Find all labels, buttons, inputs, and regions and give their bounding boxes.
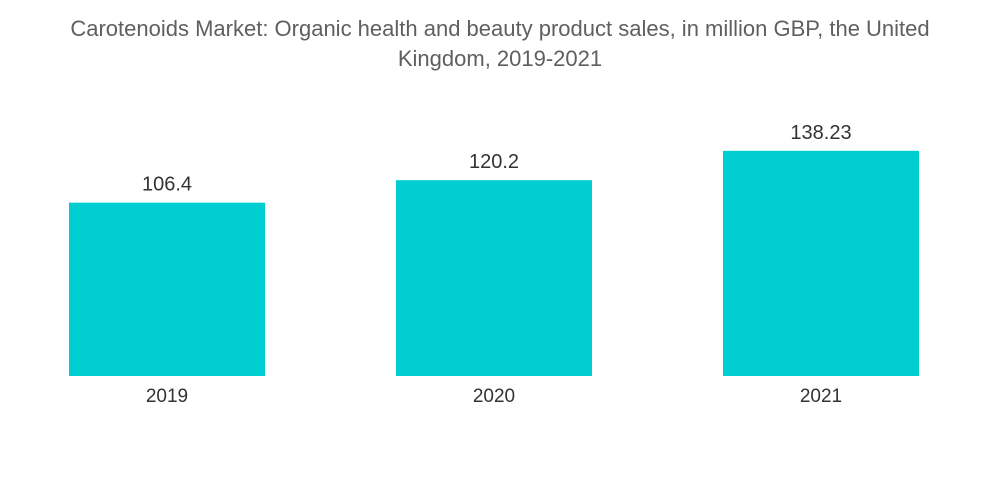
chart-title-line-2: Kingdom, 2019-2021 <box>397 46 603 71</box>
bar-2021 <box>723 150 919 376</box>
bars-layer <box>69 150 919 376</box>
data-label-2021: 138.23 <box>790 122 851 144</box>
data-label-2020: 120.2 <box>469 151 519 173</box>
bar-2019 <box>69 202 265 376</box>
x-tick-label-2020: 2020 <box>473 386 515 407</box>
x-tick-label-2021: 2021 <box>800 386 842 407</box>
chart-title: Carotenoids Market: Organic health and b… <box>0 14 1000 74</box>
chart-title-line-1: Carotenoids Market: Organic health and b… <box>70 16 930 41</box>
data-label-2019: 106.4 <box>142 174 192 196</box>
labels-layer: 106.4 2019 120.2 2020 138.23 2021 <box>142 122 852 407</box>
bar-2020 <box>396 180 592 376</box>
x-tick-label-2019: 2019 <box>146 386 188 407</box>
